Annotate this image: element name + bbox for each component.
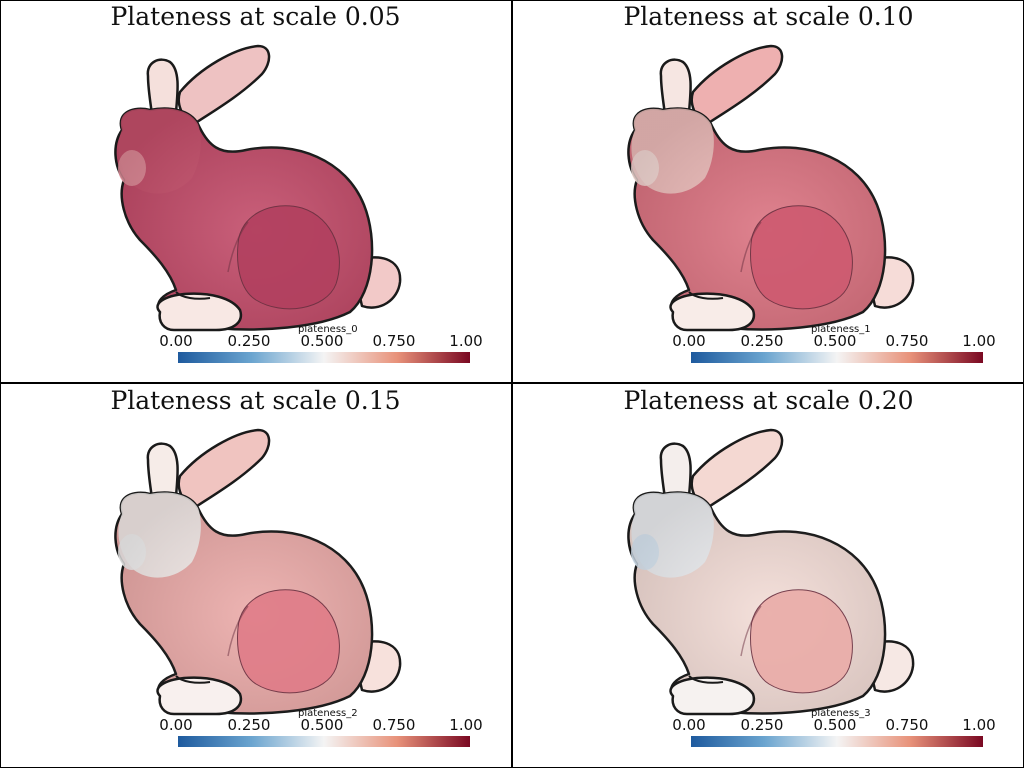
colorbar-tick-label: 0.250 [740, 332, 784, 350]
near-ear [146, 442, 179, 500]
front-feet [156, 292, 243, 332]
colorbar-title: plateness_1 [811, 324, 871, 335]
haunch [237, 589, 340, 694]
panel-scale-020[interactable]: Plateness at scale 0.20 plateness_3 0.00 0… [513, 384, 1024, 767]
colorbar-tick-label: 0.00 [672, 332, 706, 350]
near-ear [659, 442, 692, 500]
front-feet [156, 676, 243, 716]
panel-title: Plateness at scale 0.05 [110, 2, 401, 31]
bunny-render[interactable] [0, 384, 511, 767]
colorbar-tick-label: 0.750 [885, 332, 929, 350]
colorbar-tick-label: 0.750 [885, 716, 929, 734]
colorbar-title: plateness_3 [811, 708, 871, 719]
near-ear [146, 58, 179, 116]
haunch [237, 205, 340, 310]
colorbar-tick-label: 0.500 [813, 716, 857, 734]
shading [628, 108, 886, 330]
panel-scale-015[interactable]: Plateness at scale 0.15 plateness_2 0.00 0… [0, 384, 511, 767]
colorbar-tick-label: 0.250 [227, 332, 271, 350]
panel-divider-horizontal [0, 382, 1024, 384]
colorbar-tick-label: 0.500 [813, 332, 857, 350]
colorbar [691, 736, 983, 747]
colorbar [178, 352, 470, 363]
colorbar-tick-label: 0.750 [372, 716, 416, 734]
shading [115, 492, 373, 714]
panel-divider-vertical [511, 0, 513, 768]
near-ear [659, 58, 692, 116]
haunch [750, 589, 853, 694]
colorbar-tick-label: 0.500 [300, 332, 344, 350]
shading [628, 492, 886, 714]
panel-title: Plateness at scale 0.20 [623, 386, 914, 415]
colorbar-tick-label: 0.500 [300, 716, 344, 734]
bunny-mesh [627, 44, 915, 332]
shading [115, 108, 373, 330]
far-ear [177, 44, 271, 126]
colorbar-tick-label: 0.00 [159, 716, 193, 734]
haunch [750, 205, 853, 310]
bunny-mesh [114, 44, 402, 332]
colorbar [178, 736, 470, 747]
colorbar-tick-label: 1.00 [962, 716, 996, 734]
bunny-mesh [627, 428, 915, 716]
bunny-render[interactable] [513, 384, 1024, 767]
colorbar-tick-label: 0.00 [159, 332, 193, 350]
front-feet [669, 676, 756, 716]
panel-scale-005[interactable]: Plateness at scale 0.05 plateness_0 0.00 0… [0, 0, 511, 383]
colorbar-title: plateness_0 [298, 324, 358, 335]
panel-title: Plateness at scale 0.15 [110, 386, 401, 415]
colorbar-tick-label: 0.00 [672, 716, 706, 734]
colorbar-tick-label: 0.750 [372, 332, 416, 350]
colorbar-tick-label: 1.00 [449, 716, 483, 734]
panel-title: Plateness at scale 0.10 [623, 2, 914, 31]
panel-scale-010[interactable]: Plateness at scale 0.10 plateness_1 0.00 0… [513, 0, 1024, 383]
colorbar [691, 352, 983, 363]
front-feet [669, 292, 756, 332]
far-ear [690, 428, 784, 510]
bunny-render[interactable] [513, 0, 1024, 383]
bunny-mesh [114, 428, 402, 716]
far-ear [690, 44, 784, 126]
colorbar-title: plateness_2 [298, 708, 358, 719]
colorbar-tick-label: 1.00 [962, 332, 996, 350]
colorbar-tick-label: 0.250 [740, 716, 784, 734]
bunny-render[interactable] [0, 0, 511, 383]
colorbar-tick-label: 0.250 [227, 716, 271, 734]
colorbar-tick-label: 1.00 [449, 332, 483, 350]
far-ear [177, 428, 271, 510]
